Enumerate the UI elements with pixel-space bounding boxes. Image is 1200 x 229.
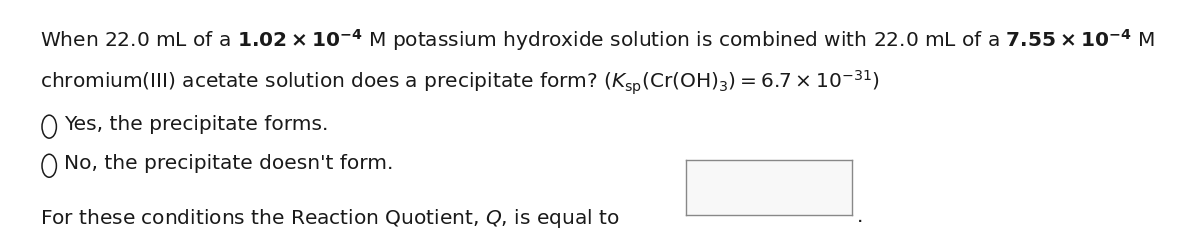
Text: For these conditions the Reaction Quotient, $Q$, is equal to: For these conditions the Reaction Quotie… [40, 206, 619, 229]
Text: Yes, the precipitate forms.: Yes, the precipitate forms. [64, 114, 328, 134]
Text: chromium(III) acetate solution does a precipitate form? ($K_{\mathrm{sp}}(\mathr: chromium(III) acetate solution does a pr… [40, 69, 880, 97]
Text: .: . [857, 206, 863, 225]
Text: When 22.0 mL of a $\mathbf{1.02 \times 10^{-4}}$ M potassium hydroxide solution : When 22.0 mL of a $\mathbf{1.02 \times 1… [40, 27, 1154, 53]
Text: No, the precipitate doesn't form.: No, the precipitate doesn't form. [64, 153, 392, 172]
